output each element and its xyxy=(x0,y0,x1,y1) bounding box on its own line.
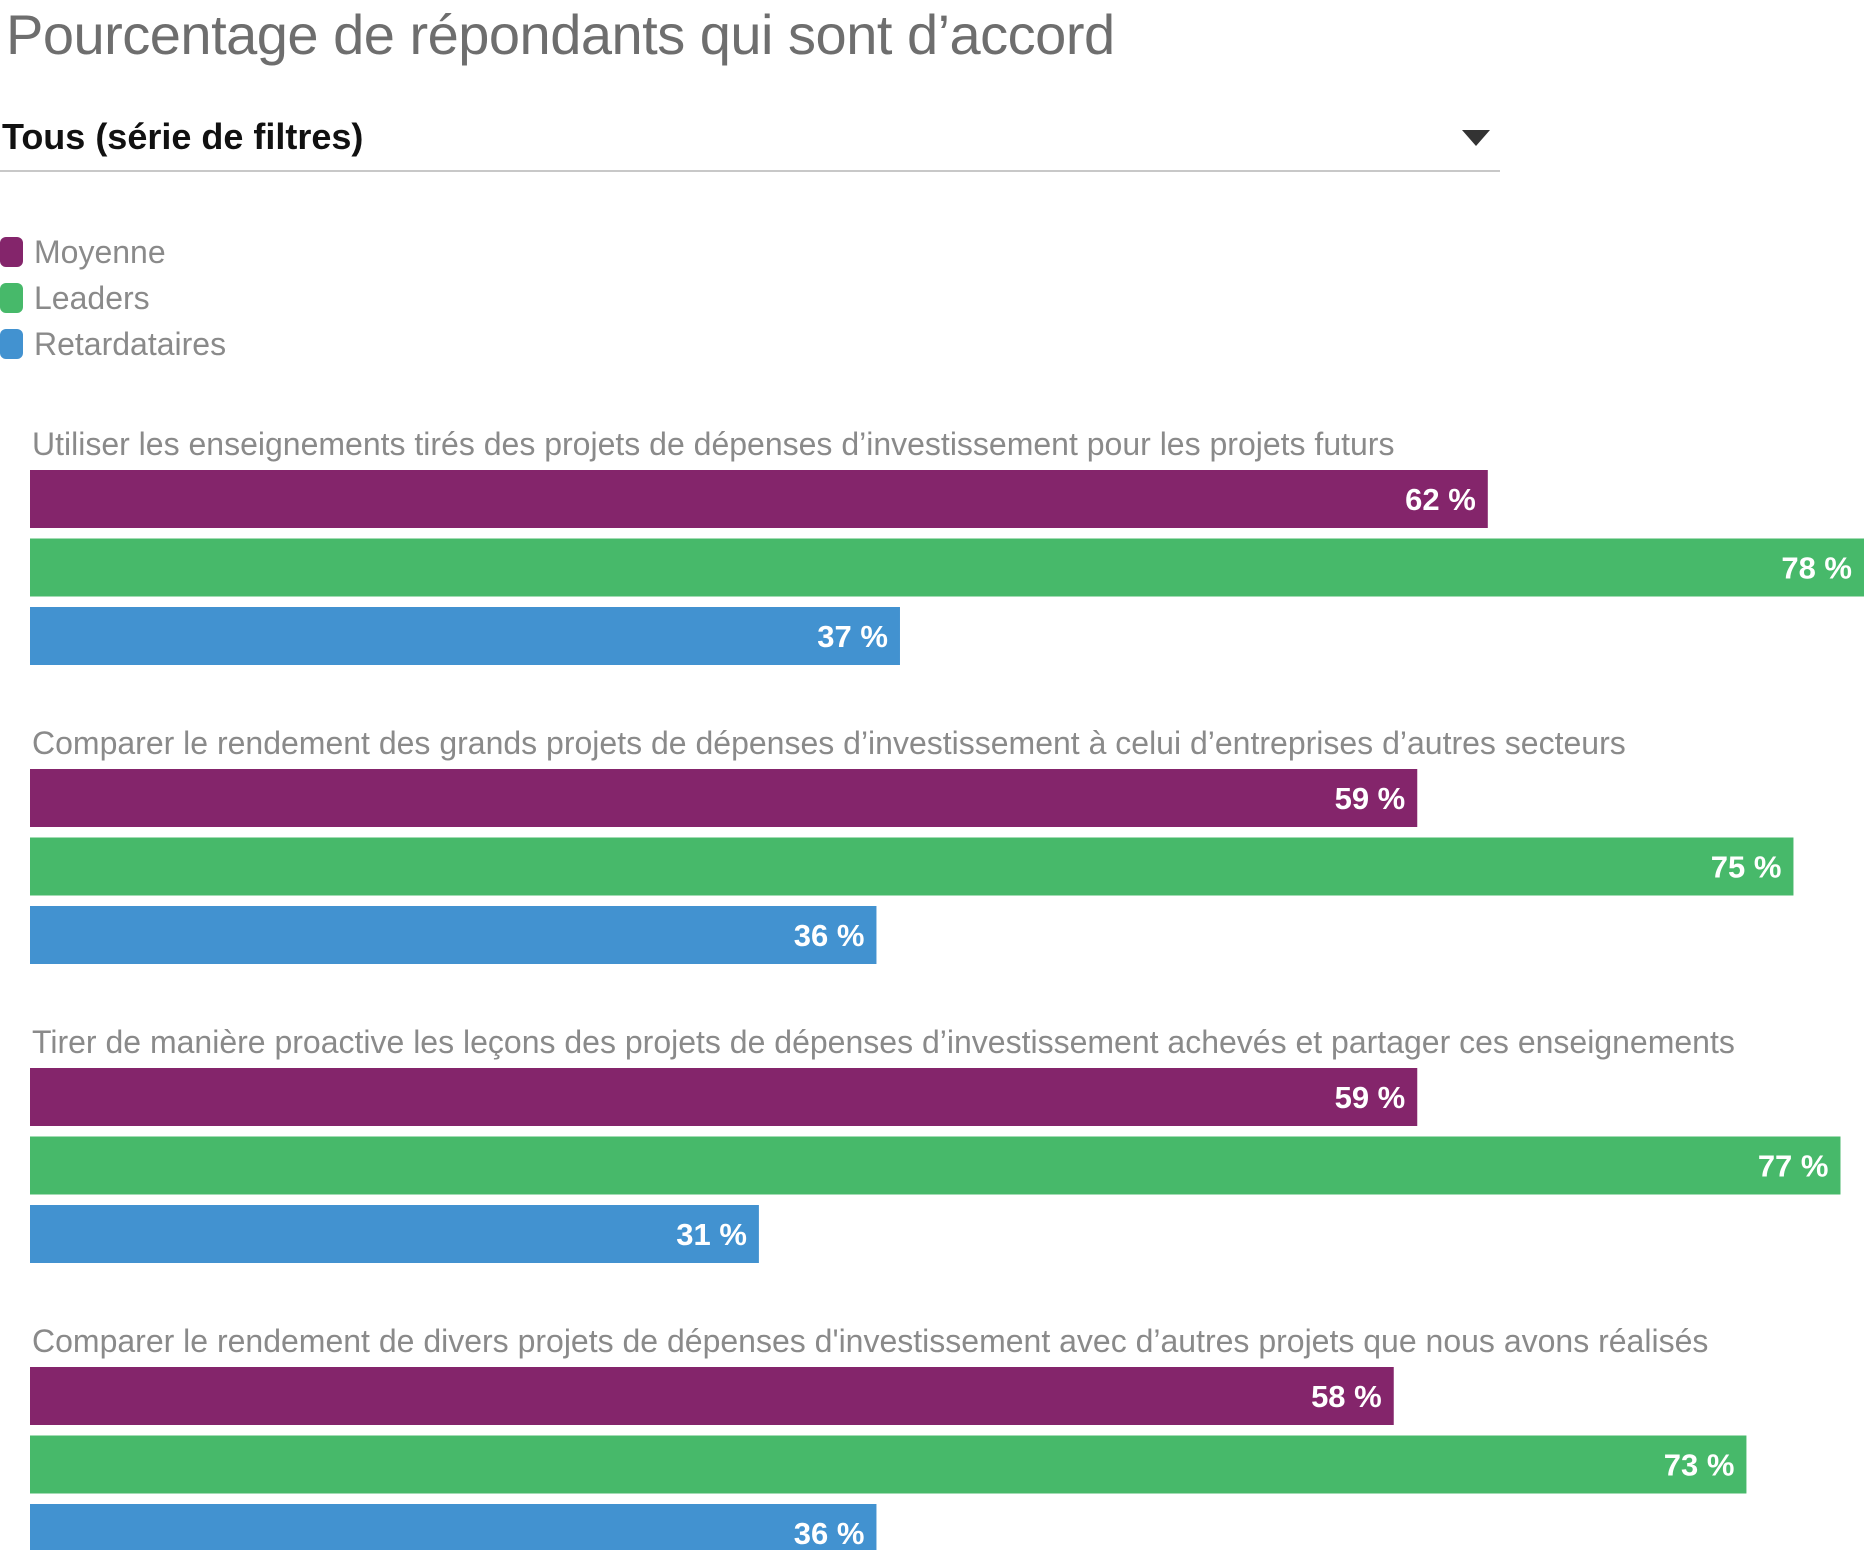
bar-moyenne[interactable] xyxy=(30,1367,1394,1425)
legend-label-retardataires: Retardataires xyxy=(34,326,227,362)
legend-swatch-retardataires xyxy=(0,329,23,359)
filter-dropdown[interactable]: Tous (série de filtres) xyxy=(0,106,1500,172)
legend-swatch-moyenne xyxy=(0,237,23,267)
category-label: Comparer le rendement de divers projets … xyxy=(32,1323,1708,1359)
bar-moyenne[interactable] xyxy=(30,1068,1418,1126)
bar-retardataires[interactable] xyxy=(30,607,900,665)
bar-value-label: 77 % xyxy=(1758,1149,1829,1184)
legend-label-leaders: Leaders xyxy=(34,280,150,316)
bar-value-label: 36 % xyxy=(794,1516,865,1550)
bar-value-label: 36 % xyxy=(794,918,865,953)
bar-moyenne[interactable] xyxy=(30,470,1488,528)
bar-value-label: 62 % xyxy=(1405,482,1476,517)
bar-retardataires[interactable] xyxy=(30,1205,759,1263)
bar-leaders[interactable] xyxy=(30,538,1864,597)
filter-dropdown-label: Tous (série de filtres) xyxy=(2,116,364,157)
legend-label-moyenne: Moyenne xyxy=(34,234,166,270)
bar-value-label: 59 % xyxy=(1335,1080,1406,1115)
bar-retardataires[interactable] xyxy=(30,906,877,964)
bar-retardataires[interactable] xyxy=(30,1504,877,1550)
category-label: Utiliser les enseignements tirés des pro… xyxy=(32,426,1394,462)
bar-leaders[interactable] xyxy=(30,1435,1747,1494)
chart-title: Pourcentage de répondants qui sont d’acc… xyxy=(6,3,1115,66)
bar-value-label: 78 % xyxy=(1781,551,1852,586)
category-label: Comparer le rendement des grands projets… xyxy=(32,725,1626,761)
legend-swatch-leaders xyxy=(0,283,23,313)
bar-value-label: 59 % xyxy=(1335,781,1406,816)
bar-value-label: 58 % xyxy=(1311,1379,1382,1414)
category-label: Tirer de manière proactive les leçons de… xyxy=(32,1024,1735,1060)
bar-value-label: 75 % xyxy=(1711,850,1782,885)
bar-value-label: 31 % xyxy=(676,1217,747,1252)
bar-leaders[interactable] xyxy=(30,837,1794,896)
bar-leaders[interactable] xyxy=(30,1136,1841,1195)
bar-moyenne[interactable] xyxy=(30,769,1418,827)
bar-value-label: 37 % xyxy=(817,619,888,654)
chevron-down-icon[interactable] xyxy=(1462,130,1490,146)
bar-value-label: 73 % xyxy=(1664,1448,1735,1483)
